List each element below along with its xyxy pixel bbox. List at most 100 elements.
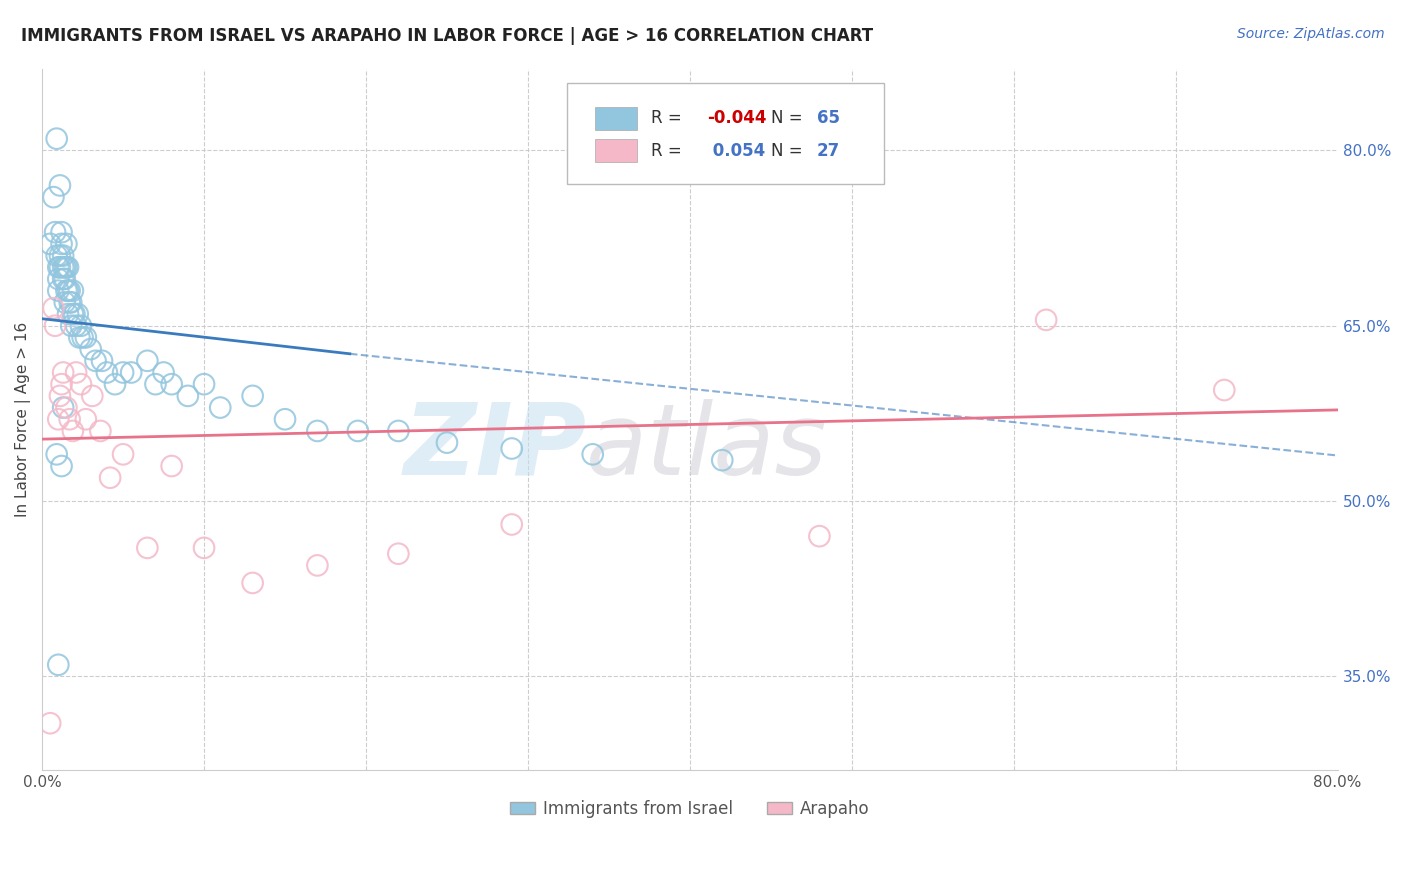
Point [70, 377, 93, 392]
Point [82, 389, 104, 403]
Point [387, 424, 409, 438]
Point [1035, 313, 1057, 327]
Point [59, 295, 82, 310]
Point [582, 447, 605, 461]
Point [91, 353, 114, 368]
Point [46, 260, 69, 275]
Point [152, 366, 174, 380]
FancyBboxPatch shape [595, 107, 637, 129]
Point [53, 260, 76, 275]
Point [80, 342, 103, 356]
Text: 27: 27 [817, 142, 841, 160]
Point [49, 260, 72, 275]
Point [160, 458, 183, 473]
Text: R =: R = [651, 142, 682, 160]
Point [84, 353, 107, 368]
Point [89, 424, 111, 438]
Point [52, 366, 75, 380]
Point [1213, 383, 1236, 397]
Point [112, 447, 135, 461]
Point [53, 272, 76, 286]
Point [307, 558, 329, 573]
Point [347, 424, 370, 438]
Point [55, 401, 77, 415]
Point [53, 295, 76, 310]
Point [62, 424, 84, 438]
Point [711, 453, 734, 467]
Y-axis label: In Labor Force | Age > 16: In Labor Force | Age > 16 [15, 322, 31, 516]
Text: ZIP: ZIP [404, 399, 586, 496]
Point [307, 424, 329, 438]
Point [56, 307, 79, 321]
Point [62, 307, 84, 321]
Text: IMMIGRANTS FROM ISRAEL VS ARAPAHO IN LABOR FORCE | AGE > 16 CORRELATION CHART: IMMIGRANTS FROM ISRAEL VS ARAPAHO IN LAB… [21, 27, 873, 45]
Point [65, 366, 87, 380]
Point [52, 401, 75, 415]
Point [75, 412, 97, 426]
Point [55, 284, 77, 298]
Point [387, 547, 409, 561]
Point [49, 389, 72, 403]
Point [136, 541, 159, 555]
Point [65, 318, 87, 333]
Point [136, 353, 159, 368]
Point [501, 442, 523, 456]
Point [45, 131, 67, 145]
Point [112, 366, 135, 380]
Point [63, 307, 86, 321]
Point [45, 249, 67, 263]
Point [242, 389, 264, 403]
Point [49, 249, 72, 263]
FancyBboxPatch shape [567, 83, 884, 185]
Text: R =: R = [651, 110, 682, 128]
Point [104, 377, 127, 392]
Point [96, 366, 118, 380]
Point [51, 458, 73, 473]
Point [46, 657, 69, 672]
Point [52, 249, 75, 263]
Legend: Immigrants from Israel, Arapaho: Immigrants from Israel, Arapaho [503, 794, 876, 825]
Text: N =: N = [772, 110, 803, 128]
Point [209, 401, 232, 415]
Point [39, 236, 62, 251]
Point [274, 412, 297, 426]
Point [46, 412, 69, 426]
Point [51, 377, 73, 392]
Point [39, 716, 62, 731]
Point [55, 260, 77, 275]
Point [193, 377, 215, 392]
FancyBboxPatch shape [595, 139, 637, 161]
Point [72, 330, 94, 344]
Point [145, 377, 167, 392]
Point [51, 236, 73, 251]
Point [60, 318, 83, 333]
Text: -0.044: -0.044 [707, 110, 766, 128]
Point [62, 284, 84, 298]
Point [44, 318, 66, 333]
Point [436, 435, 458, 450]
Point [46, 272, 69, 286]
Point [160, 377, 183, 392]
Point [56, 284, 79, 298]
Point [55, 236, 77, 251]
Point [67, 330, 90, 344]
Point [42, 301, 65, 316]
Point [60, 295, 83, 310]
Point [59, 284, 82, 298]
Point [75, 330, 97, 344]
Point [51, 225, 73, 239]
Point [45, 447, 67, 461]
Text: atlas: atlas [586, 399, 828, 496]
Point [808, 529, 831, 543]
Point [193, 541, 215, 555]
Point [52, 260, 75, 275]
Text: Source: ZipAtlas.com: Source: ZipAtlas.com [1237, 27, 1385, 41]
Point [120, 366, 142, 380]
Point [52, 272, 75, 286]
Text: N =: N = [772, 142, 803, 160]
Point [42, 190, 65, 204]
Point [70, 318, 93, 333]
Point [98, 471, 121, 485]
Point [49, 178, 72, 193]
Point [177, 389, 200, 403]
